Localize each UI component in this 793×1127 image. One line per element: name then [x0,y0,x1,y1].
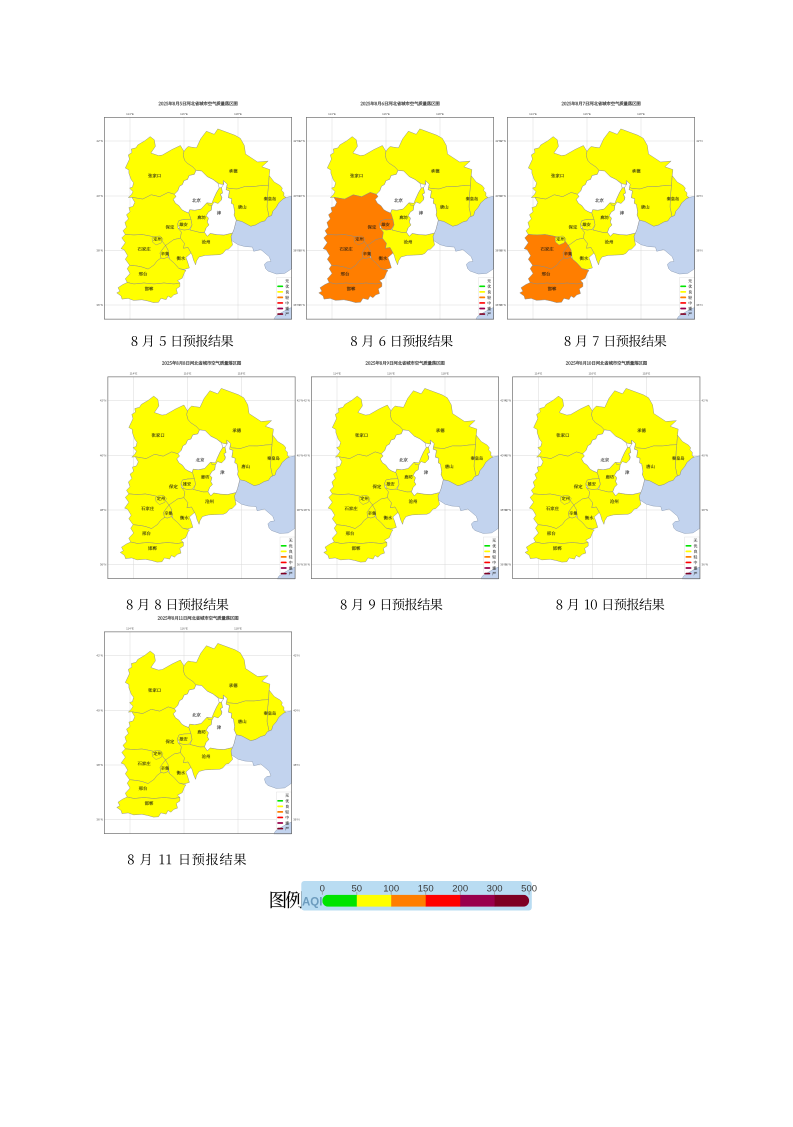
svg-text:100: 100 [383,883,399,894]
svg-text:0: 0 [320,883,325,894]
svg-text:50: 50 [352,883,363,894]
svg-text:200: 200 [452,883,468,894]
svg-text:500: 500 [521,883,537,894]
svg-text:150: 150 [418,883,434,894]
svg-text:300: 300 [487,883,503,894]
svg-text:AQI: AQI [302,897,322,909]
